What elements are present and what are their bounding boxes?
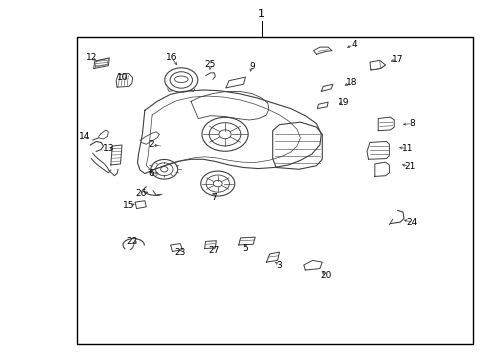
Text: 17: 17 (391, 55, 403, 64)
Text: 4: 4 (350, 40, 356, 49)
Text: 25: 25 (204, 60, 216, 69)
Text: 14: 14 (79, 132, 90, 141)
Text: 8: 8 (408, 119, 414, 128)
Text: 26: 26 (136, 189, 147, 198)
Text: 19: 19 (338, 98, 349, 107)
Text: 3: 3 (276, 261, 282, 270)
Text: 22: 22 (126, 237, 137, 246)
Text: 18: 18 (345, 78, 357, 87)
Text: 27: 27 (208, 246, 220, 255)
Text: 21: 21 (403, 162, 415, 171)
Text: 16: 16 (165, 53, 177, 62)
Text: 5: 5 (242, 244, 248, 253)
Text: 10: 10 (117, 73, 128, 82)
Text: 7: 7 (211, 193, 217, 202)
Text: 23: 23 (174, 248, 185, 257)
Text: 15: 15 (123, 201, 134, 210)
Text: 6: 6 (148, 169, 154, 178)
Text: 1: 1 (258, 9, 264, 19)
Text: 2: 2 (148, 140, 154, 149)
Text: 24: 24 (406, 218, 417, 227)
Text: 20: 20 (320, 271, 331, 280)
Text: 12: 12 (85, 53, 97, 62)
Bar (77, 37, 472, 344)
Text: 11: 11 (401, 144, 412, 153)
Text: 9: 9 (248, 62, 254, 71)
Text: 13: 13 (102, 144, 114, 153)
